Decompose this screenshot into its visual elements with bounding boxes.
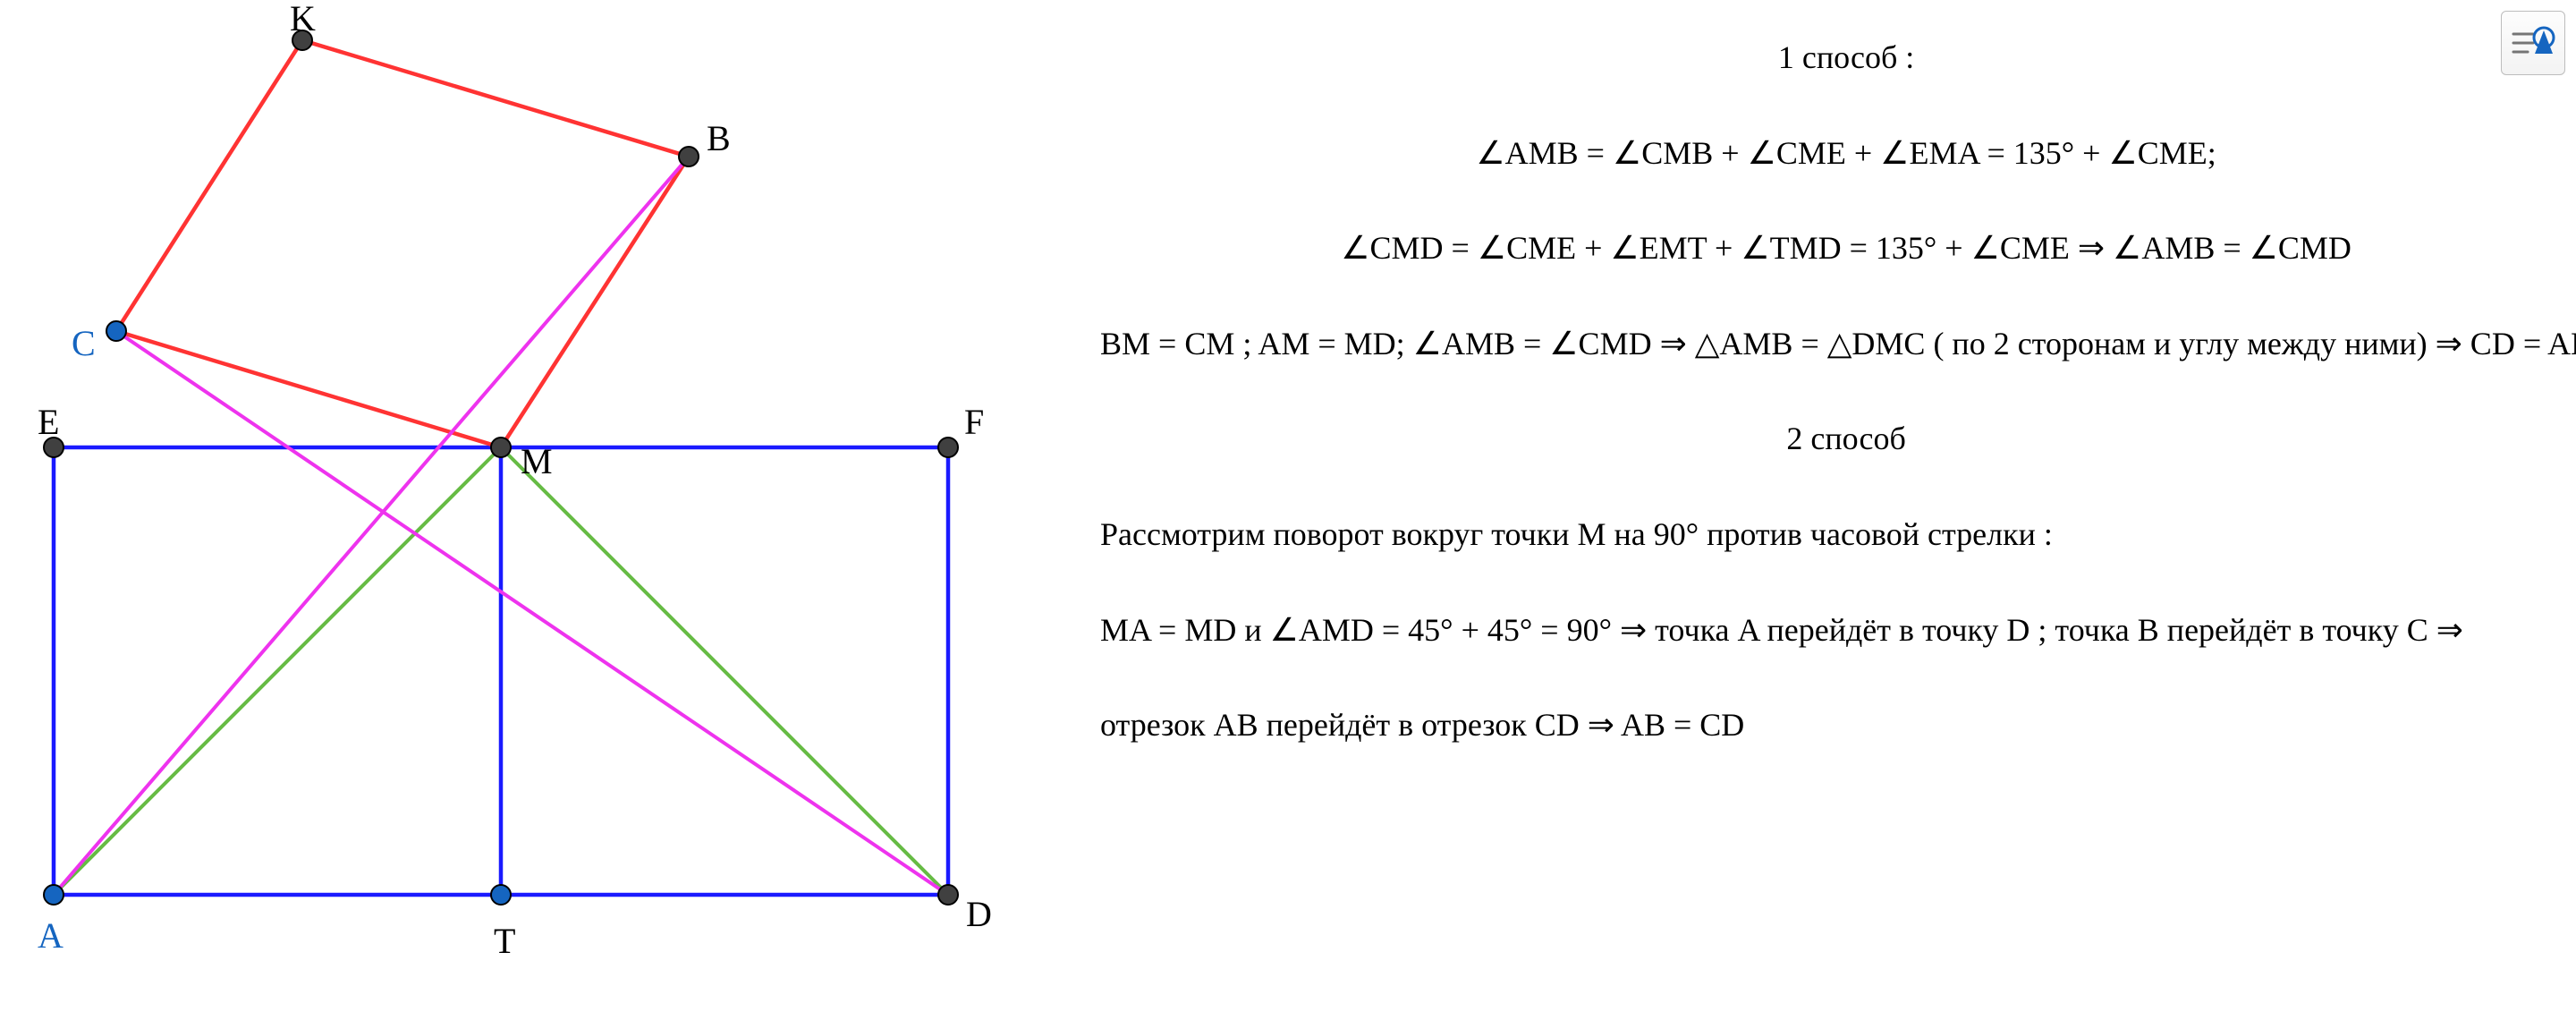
segment-CM: [116, 331, 501, 447]
point-M[interactable]: [491, 438, 511, 457]
math-line-2: ∠CMD = ∠CME + ∠EMT + ∠TMD = 135° + ∠CME …: [1100, 226, 2576, 270]
page-container: A T D E M F C B K 1 способ : ∠AMB = ∠CMB + ∠CME +…: [0, 0, 2576, 1008]
point-C[interactable]: [106, 321, 126, 341]
point-label-A: A: [38, 914, 64, 957]
point-T[interactable]: [491, 885, 511, 905]
math-line-5: Рассмотрим поворот вокруг точки M на 90°…: [1100, 513, 2576, 557]
point-label-C: C: [72, 322, 96, 364]
point-label-T: T: [494, 920, 515, 962]
math-line-7: отрезок AB перейдёт в отрезок CD ⇒ AB = …: [1100, 703, 2576, 747]
segment-MD: [501, 447, 948, 895]
point-label-M: M: [521, 440, 553, 482]
segment-BM: [501, 157, 689, 447]
style-toggle-button[interactable]: [2501, 11, 2565, 75]
segment-CK: [116, 40, 302, 331]
segment-CD: [116, 331, 948, 895]
math-line-6: MA = MD и ∠AMD = 45° + 45° = 90° ⇒ точка…: [1100, 608, 2576, 652]
style-toggle-icon: [2508, 18, 2558, 68]
point-A[interactable]: [44, 885, 64, 905]
math-line-4: 2 способ: [1100, 417, 2576, 461]
segment-AM: [54, 447, 501, 895]
point-label-E: E: [38, 401, 59, 443]
diagram-svg: [0, 0, 1073, 1008]
point-B[interactable]: [679, 147, 699, 166]
geometry-diagram: A T D E M F C B K: [0, 0, 1073, 1008]
point-D[interactable]: [938, 885, 958, 905]
point-label-B: B: [707, 117, 731, 159]
math-line-0: 1 способ :: [1100, 36, 2576, 80]
proof-text-pane: 1 способ : ∠AMB = ∠CMB + ∠CME + ∠EMA = 13…: [1073, 0, 2576, 1008]
point-label-K: K: [290, 0, 316, 39]
point-F[interactable]: [938, 438, 958, 457]
point-label-D: D: [966, 893, 992, 935]
math-line-3: BM = CM ; AM = MD; ∠AMB = ∠CMD ⇒ △AMB = …: [1100, 322, 2576, 366]
segment-AB: [54, 157, 689, 895]
math-line-1: ∠AMB = ∠CMB + ∠CME + ∠EMA = 135° + ∠CME;: [1100, 132, 2576, 175]
point-label-F: F: [964, 401, 984, 443]
segment-KB: [302, 40, 689, 157]
